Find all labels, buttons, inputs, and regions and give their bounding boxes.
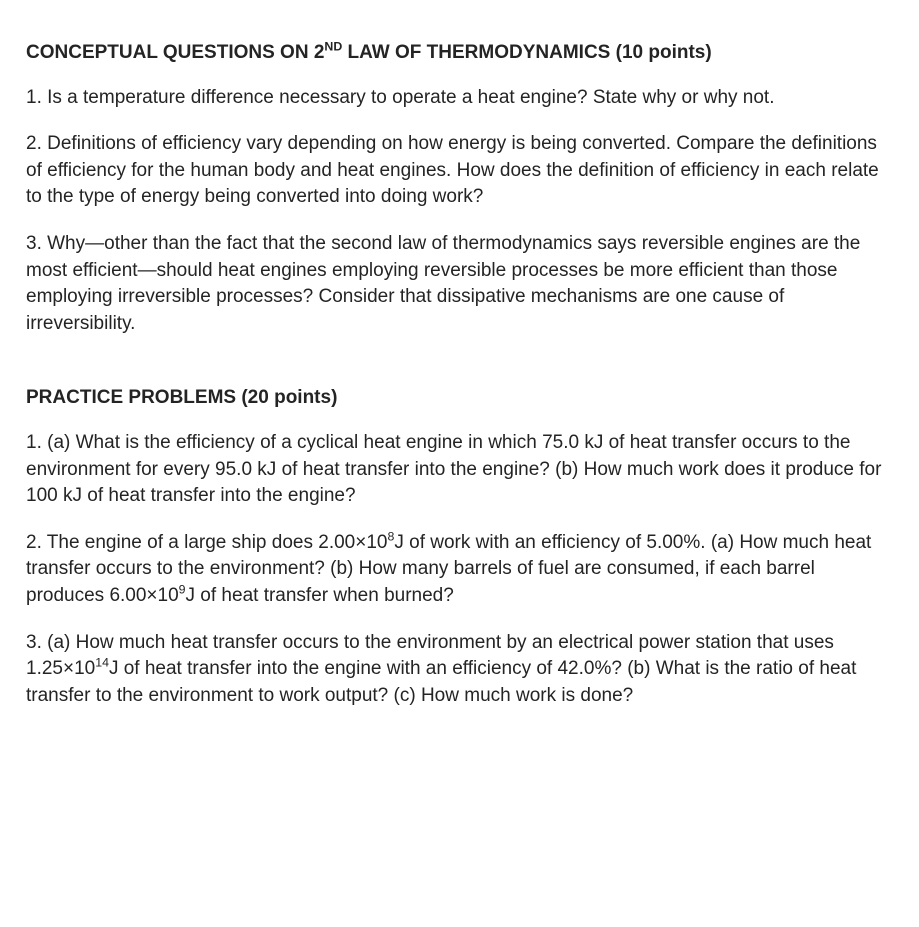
practice-q1: 1. (a) What is the efficiency of a cycli… — [26, 430, 895, 510]
heading-text-after: LAW OF THERMODYNAMICS (10 points) — [342, 42, 711, 63]
practice-q2: 2. The engine of a large ship does 2.00×… — [26, 530, 895, 610]
q2-text-3: J of heat transfer when burned? — [186, 585, 454, 606]
q3-sup-1: 14 — [95, 656, 109, 670]
practice-heading: PRACTICE PROBLEMS (20 points) — [26, 385, 895, 412]
conceptual-q3: 3. Why—other than the fact that the seco… — [26, 231, 895, 337]
q2-sup-2: 9 — [179, 583, 186, 597]
heading-text-before: CONCEPTUAL QUESTIONS ON 2 — [26, 42, 324, 63]
q2-text-1: 2. The engine of a large ship does 2.00×… — [26, 532, 387, 553]
conceptual-q1: 1. Is a temperature difference necessary… — [26, 85, 895, 112]
conceptual-heading: CONCEPTUAL QUESTIONS ON 2ND LAW OF THERM… — [26, 40, 895, 67]
practice-q3: 3. (a) How much heat transfer occurs to … — [26, 630, 895, 710]
heading-sup: ND — [324, 40, 342, 54]
conceptual-q2: 2. Definitions of efficiency vary depend… — [26, 131, 895, 211]
q3-text-2: J of heat transfer into the engine with … — [26, 658, 856, 706]
